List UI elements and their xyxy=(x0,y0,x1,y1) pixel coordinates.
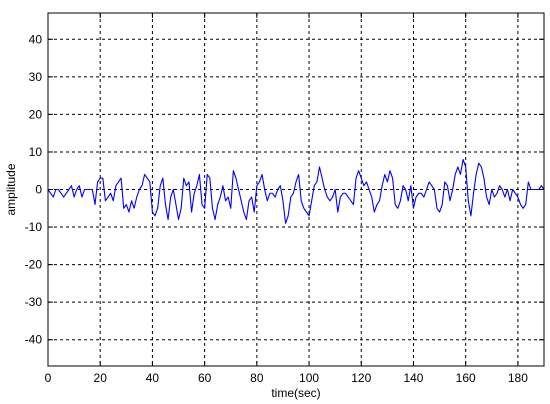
axis-ticks: 0 20 40 60 80 100 120 140 160 180 -40 -30 -20 -10 0 10 2… xyxy=(25,13,544,385)
y-tick-label: -40 xyxy=(25,333,43,347)
x-tick-label: 80 xyxy=(250,371,264,385)
x-tick-label: 60 xyxy=(198,371,212,385)
grid-lines xyxy=(48,13,544,366)
x-tick-label: 160 xyxy=(456,371,476,385)
x-tick-label: 100 xyxy=(299,371,319,385)
x-tick-label: 20 xyxy=(94,371,108,385)
y-tick-label: -30 xyxy=(25,295,43,309)
y-tick-label: 20 xyxy=(29,107,43,121)
data-layer xyxy=(47,158,545,224)
y-tick-label: -10 xyxy=(25,220,43,234)
y-tick-label: -20 xyxy=(25,258,43,272)
x-axis-label: time(sec) xyxy=(271,386,320,400)
y-axis-label: amplitude xyxy=(4,163,18,215)
y-tick-label: 10 xyxy=(29,145,43,159)
x-tick-label: 180 xyxy=(508,371,528,385)
y-tick-label: 40 xyxy=(29,32,43,46)
series-line xyxy=(47,158,545,224)
x-tick-label: 140 xyxy=(403,371,423,385)
x-tick-label: 120 xyxy=(351,371,371,385)
x-tick-label: 40 xyxy=(146,371,160,385)
y-tick-label: 0 xyxy=(35,183,42,197)
y-tick-label: 30 xyxy=(29,70,43,84)
x-tick-label: 0 xyxy=(45,371,52,385)
